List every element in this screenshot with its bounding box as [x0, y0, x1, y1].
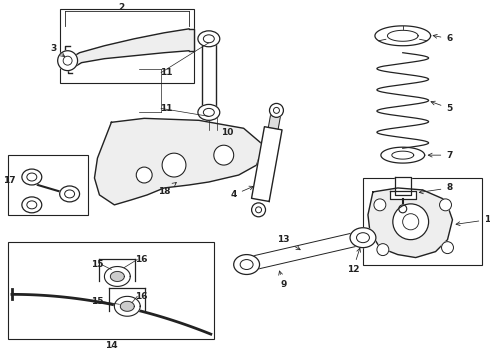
- Polygon shape: [390, 191, 416, 199]
- Ellipse shape: [198, 104, 220, 120]
- Bar: [8, 242, 214, 339]
- Circle shape: [374, 199, 386, 211]
- Text: 15: 15: [91, 260, 104, 269]
- Polygon shape: [70, 29, 189, 69]
- Ellipse shape: [350, 228, 376, 248]
- Bar: [363, 178, 482, 265]
- Text: 5: 5: [431, 101, 453, 113]
- Circle shape: [399, 205, 407, 213]
- Polygon shape: [121, 301, 134, 311]
- Text: 6: 6: [433, 34, 453, 43]
- Circle shape: [162, 153, 186, 177]
- Text: 9: 9: [279, 271, 287, 289]
- Text: 13: 13: [277, 235, 300, 250]
- Text: 3: 3: [50, 44, 65, 57]
- Bar: [8, 155, 88, 215]
- Text: 15: 15: [91, 297, 104, 306]
- Ellipse shape: [60, 186, 79, 202]
- Ellipse shape: [234, 255, 260, 274]
- Polygon shape: [202, 45, 216, 107]
- Circle shape: [377, 244, 389, 256]
- Polygon shape: [381, 147, 425, 163]
- Text: 1: 1: [456, 215, 490, 226]
- Polygon shape: [104, 266, 130, 287]
- Circle shape: [440, 199, 451, 211]
- Circle shape: [214, 145, 234, 165]
- Polygon shape: [95, 118, 264, 205]
- Ellipse shape: [198, 31, 220, 47]
- Polygon shape: [368, 188, 452, 257]
- Polygon shape: [251, 127, 282, 202]
- Text: 12: 12: [347, 248, 361, 274]
- Polygon shape: [395, 177, 411, 195]
- Ellipse shape: [22, 197, 42, 213]
- Circle shape: [393, 204, 429, 240]
- Circle shape: [58, 51, 77, 71]
- Circle shape: [270, 103, 283, 117]
- Polygon shape: [114, 296, 140, 316]
- Polygon shape: [189, 29, 194, 51]
- Text: 2: 2: [118, 4, 124, 13]
- Text: 11: 11: [160, 104, 172, 113]
- Text: 16: 16: [135, 255, 147, 264]
- Text: 7: 7: [428, 150, 453, 159]
- Text: 8: 8: [419, 184, 453, 194]
- Text: 18: 18: [158, 183, 176, 197]
- Ellipse shape: [22, 169, 42, 185]
- Polygon shape: [110, 271, 124, 282]
- Text: 17: 17: [2, 176, 15, 185]
- Text: 4: 4: [230, 186, 253, 199]
- Text: 10: 10: [220, 128, 233, 137]
- Circle shape: [441, 242, 453, 253]
- Circle shape: [251, 203, 266, 217]
- Polygon shape: [245, 231, 365, 271]
- Bar: [60, 9, 194, 82]
- Polygon shape: [269, 109, 281, 129]
- Polygon shape: [375, 26, 431, 46]
- Text: 11: 11: [160, 68, 172, 77]
- Text: 14: 14: [105, 341, 118, 350]
- Text: 16: 16: [135, 292, 147, 301]
- Circle shape: [136, 167, 152, 183]
